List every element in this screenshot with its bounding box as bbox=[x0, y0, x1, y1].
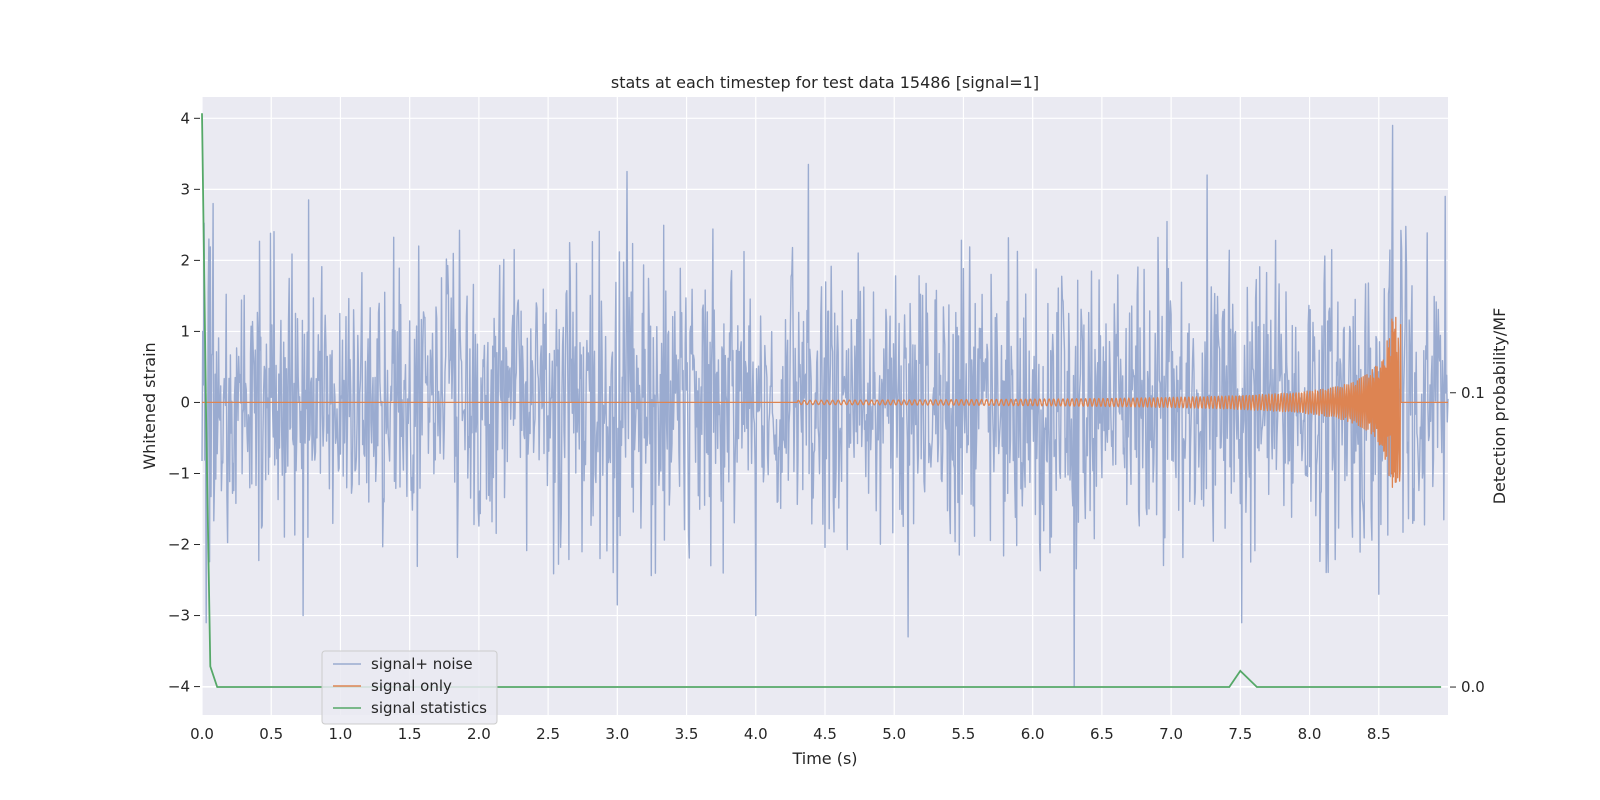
x-tick-label: 5.0 bbox=[882, 725, 906, 743]
y-tick-label: 3 bbox=[180, 180, 190, 198]
y-tick-label: −4 bbox=[168, 678, 190, 696]
legend-label-signal-statistics: signal statistics bbox=[371, 699, 487, 717]
y-tick-label: −3 bbox=[168, 607, 190, 625]
y-tick-label: 2 bbox=[180, 251, 190, 269]
x-tick-label: 1.5 bbox=[398, 725, 422, 743]
x-tick-label: 7.0 bbox=[1159, 725, 1183, 743]
y-tick-label: 4 bbox=[180, 109, 190, 127]
x-tick-label: 0.0 bbox=[190, 725, 214, 743]
x-tick-label: 3.5 bbox=[675, 725, 699, 743]
ticks: 0.0 0.5 1.0 1.5 2.0 2.5 3.0 3.5 4.0 4.5 5.0 5.5 6.0 6… bbox=[168, 109, 1485, 743]
y-tick-label: −2 bbox=[168, 536, 190, 554]
x-tick-label: 2.5 bbox=[536, 725, 560, 743]
legend-label-signal-only: signal only bbox=[371, 677, 452, 695]
x-tick-label: 0.5 bbox=[259, 725, 283, 743]
x-tick-label: 3.0 bbox=[605, 725, 629, 743]
x-tick-label: 7.5 bbox=[1228, 725, 1252, 743]
legend-box bbox=[321, 650, 498, 725]
x-tick-label: 8.5 bbox=[1367, 725, 1391, 743]
chart-title: stats at each timestep for test data 154… bbox=[611, 73, 1039, 92]
y-tick-label: 1 bbox=[180, 322, 190, 340]
series-line-signal-only bbox=[201, 316, 1449, 488]
x-tick-label: 6.0 bbox=[1021, 725, 1045, 743]
y2-tick-label: 0.1 bbox=[1461, 384, 1485, 402]
series-line-signal-statistics bbox=[201, 113, 1442, 688]
x-tick-label: 1.0 bbox=[329, 725, 353, 743]
y2-tick-label: 0.0 bbox=[1461, 678, 1485, 696]
x-tick-label: 4.0 bbox=[744, 725, 768, 743]
series-line-signal-noise bbox=[201, 124, 1449, 688]
x-tick-label: 2.0 bbox=[467, 725, 491, 743]
x-tick-label: 4.5 bbox=[813, 725, 837, 743]
legend-label-signal-noise: signal+ noise bbox=[371, 655, 473, 673]
x-tick-label: 5.5 bbox=[952, 725, 976, 743]
series-layer bbox=[201, 113, 1449, 688]
x-tick-label: 8.0 bbox=[1298, 725, 1322, 743]
y-tick-label: 0 bbox=[180, 393, 190, 411]
legend: signal+ noise signal only signal statist… bbox=[321, 650, 498, 725]
x-axis-label: Time (s) bbox=[791, 749, 857, 768]
y-axis-label: Whitened strain bbox=[140, 342, 159, 469]
y-tick-label: −1 bbox=[168, 464, 190, 482]
x-tick-label: 6.5 bbox=[1090, 725, 1114, 743]
y2-axis-label: Detection probability/MF bbox=[1490, 308, 1509, 505]
